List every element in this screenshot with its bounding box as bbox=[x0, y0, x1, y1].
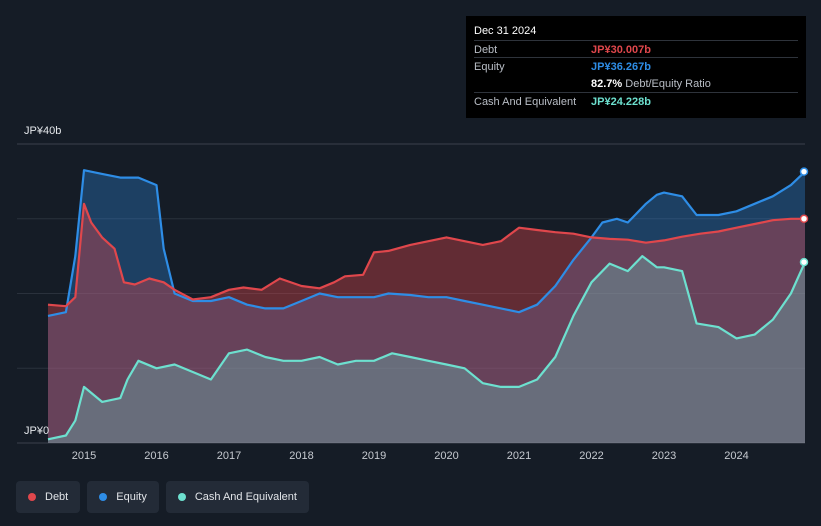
cash-and-equivalent-end-marker bbox=[799, 257, 809, 267]
tooltip-cash-value: JP¥24.228b bbox=[591, 96, 651, 108]
series-lines bbox=[47, 169, 807, 441]
x-tick-label: 2017 bbox=[216, 450, 242, 462]
y-axis-top-label: JP¥40b bbox=[24, 125, 62, 137]
x-tick-label: 2023 bbox=[651, 450, 677, 462]
tooltip-row-cash: Cash And Equivalent JP¥24.228b bbox=[474, 92, 798, 110]
tooltip-cash-label: Cash And Equivalent bbox=[474, 96, 577, 108]
tooltip-row-debt: Debt JP¥30.007b bbox=[474, 40, 798, 58]
tooltip-equity-label: Equity bbox=[474, 61, 505, 73]
equity-end-marker bbox=[799, 167, 809, 176]
y-axis-bottom-label: JP¥0 bbox=[24, 425, 50, 437]
tooltip-date: Dec 31 2024 bbox=[474, 25, 537, 37]
x-tick-label: 2016 bbox=[144, 450, 169, 462]
debt-end-marker bbox=[799, 214, 809, 223]
equity-line bbox=[47, 169, 806, 317]
tooltip-debt-value: JP¥30.007b bbox=[591, 44, 651, 56]
gridlines bbox=[17, 143, 805, 444]
tooltip-row-equity: Equity JP¥36.267b bbox=[474, 57, 798, 75]
x-tick-label: 2021 bbox=[506, 450, 532, 462]
x-tick-label: 2015 bbox=[71, 450, 97, 462]
x-tick-label: 2019 bbox=[361, 450, 387, 462]
tooltip-panel: Dec 31 2024 Debt JP¥30.007b Equity JP¥36… bbox=[466, 16, 806, 118]
legend-debt-label: Debt bbox=[45, 491, 69, 503]
legend-item-equity[interactable]: Equity bbox=[87, 481, 159, 513]
legend-item-cash[interactable]: Cash And Equivalent bbox=[165, 481, 309, 513]
x-tick-label: 2018 bbox=[289, 450, 314, 462]
tooltip-equity-value: JP¥36.267b bbox=[591, 61, 651, 73]
debt-area bbox=[48, 203, 805, 443]
tooltip-ratio-value: 82.7% bbox=[591, 78, 623, 90]
x-tick-label: 2022 bbox=[579, 450, 604, 462]
debt-line bbox=[47, 202, 805, 308]
tooltip-debt-label: Debt bbox=[474, 44, 498, 56]
legend: Debt Equity Cash And Equivalent bbox=[16, 481, 309, 515]
tooltip-ratio: 82.7% Debt/Equity Ratio bbox=[591, 78, 711, 90]
legend-item-debt[interactable]: Debt bbox=[16, 481, 81, 513]
cash-and-equivalent-line bbox=[47, 255, 807, 441]
cash-and-equivalent-area bbox=[48, 256, 805, 443]
equity-dot-icon bbox=[99, 493, 108, 501]
x-tick-label: 2020 bbox=[434, 450, 459, 462]
series-end-markers bbox=[799, 167, 809, 267]
legend-cash-label: Cash And Equivalent bbox=[194, 491, 297, 503]
tooltip-ratio-label: Debt/Equity Ratio bbox=[625, 78, 711, 90]
cash-dot-icon bbox=[177, 493, 186, 501]
legend-equity-label: Equity bbox=[116, 491, 147, 503]
x-tick-label: 2024 bbox=[724, 450, 749, 462]
debt-dot-icon bbox=[28, 493, 36, 501]
